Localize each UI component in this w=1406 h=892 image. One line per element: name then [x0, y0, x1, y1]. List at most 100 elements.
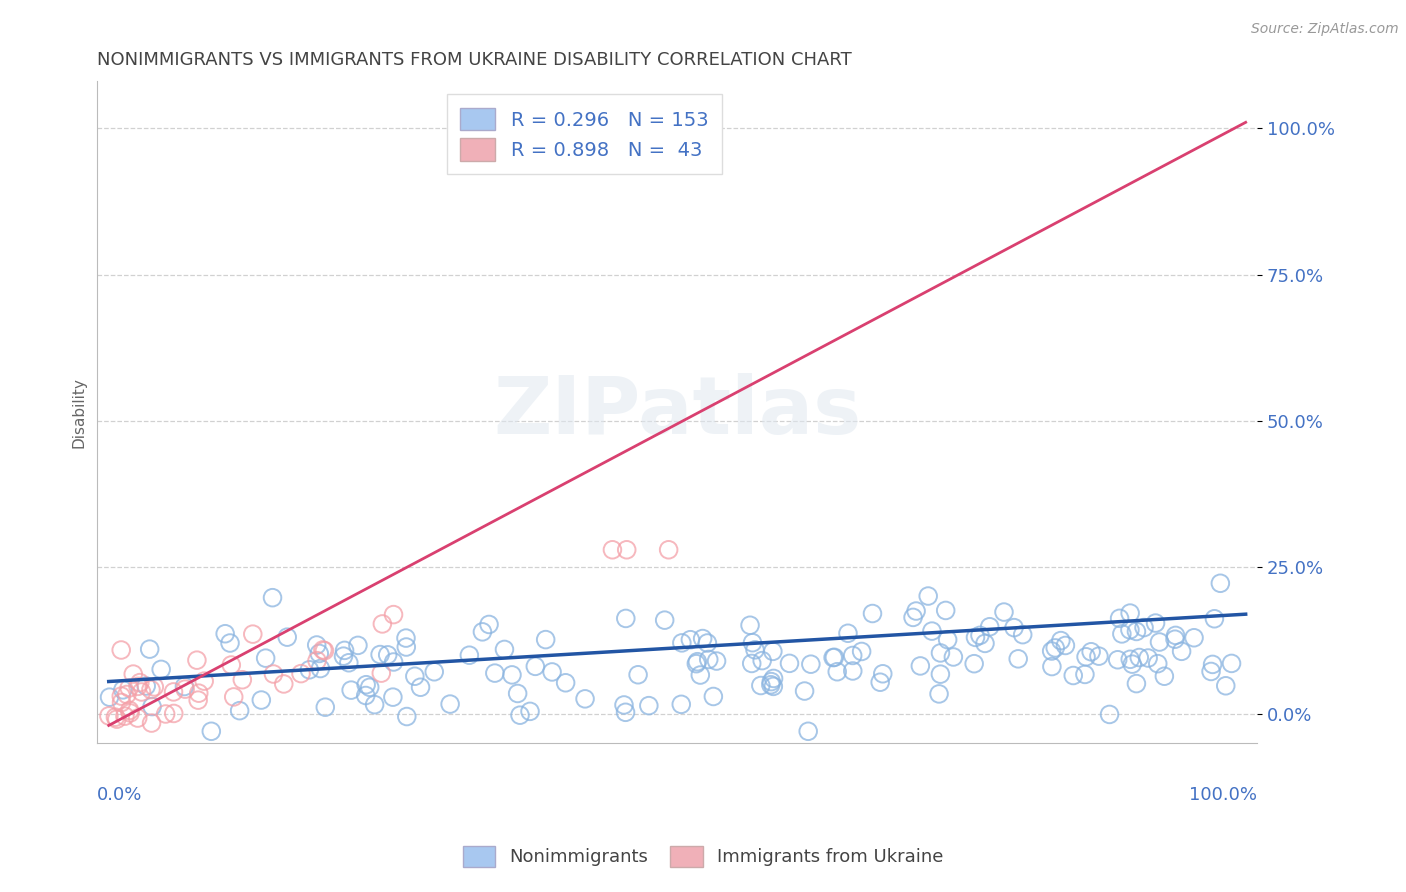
Point — [1107, 653, 1129, 667]
Point — [138, 642, 160, 657]
Point — [1007, 652, 1029, 666]
Point — [1088, 649, 1111, 664]
Point — [929, 646, 952, 660]
Text: NONIMMIGRANTS VS IMMIGRANTS FROM UKRAINE DISABILITY CORRELATION CHART: NONIMMIGRANTS VS IMMIGRANTS FROM UKRAINE… — [97, 51, 852, 69]
Point — [929, 667, 952, 681]
Point — [105, 712, 128, 726]
Point — [122, 667, 145, 681]
Point — [965, 631, 987, 645]
Text: 0.0%: 0.0% — [97, 786, 143, 804]
Point — [974, 636, 997, 650]
Point — [155, 706, 177, 721]
Point — [793, 684, 815, 698]
Point — [370, 666, 392, 681]
Point — [141, 699, 163, 714]
Point — [354, 689, 377, 703]
Point — [143, 680, 166, 694]
Point — [823, 650, 845, 665]
Point — [131, 685, 153, 699]
Point — [689, 668, 711, 682]
Point — [741, 636, 763, 650]
Point — [872, 666, 894, 681]
Point — [1133, 621, 1156, 635]
Legend: Nonimmigrants, Immigrants from Ukraine: Nonimmigrants, Immigrants from Ukraine — [454, 837, 952, 876]
Point — [395, 631, 418, 645]
Point — [744, 643, 766, 657]
Point — [501, 668, 523, 682]
Point — [309, 661, 332, 675]
Point — [613, 698, 636, 712]
Point — [347, 639, 370, 653]
Point — [1215, 679, 1237, 693]
Point — [163, 706, 186, 721]
Point — [1204, 612, 1226, 626]
Point — [979, 620, 1001, 634]
Point — [534, 632, 557, 647]
Point — [1098, 707, 1121, 722]
Point — [174, 682, 197, 697]
Point — [1182, 631, 1205, 645]
Point — [574, 691, 596, 706]
Point — [1074, 667, 1097, 681]
Point — [1050, 633, 1073, 648]
Point — [616, 542, 638, 557]
Point — [115, 688, 138, 702]
Point — [614, 611, 637, 625]
Point — [524, 659, 547, 673]
Point — [706, 654, 728, 668]
Point — [97, 709, 120, 723]
Point — [114, 709, 136, 723]
Point — [901, 610, 924, 624]
Point — [762, 679, 785, 693]
Point — [298, 663, 321, 677]
Point — [478, 617, 501, 632]
Point — [842, 664, 865, 678]
Point — [637, 698, 659, 713]
Point — [150, 662, 173, 676]
Point — [458, 648, 481, 663]
Point — [221, 658, 243, 673]
Point — [214, 626, 236, 640]
Point — [1125, 676, 1147, 690]
Point — [851, 644, 873, 658]
Point — [110, 643, 132, 657]
Point — [305, 654, 328, 668]
Point — [1209, 576, 1232, 591]
Point — [928, 687, 950, 701]
Point — [921, 624, 943, 639]
Point — [1199, 665, 1222, 679]
Point — [936, 632, 959, 647]
Point — [314, 700, 336, 714]
Point — [1002, 621, 1025, 635]
Point — [305, 638, 328, 652]
Point — [404, 669, 426, 683]
Point — [308, 647, 330, 661]
Point — [110, 689, 132, 703]
Point — [363, 698, 385, 712]
Point — [627, 667, 650, 681]
Point — [1137, 651, 1160, 665]
Point — [917, 589, 939, 603]
Point — [969, 628, 991, 642]
Point — [869, 675, 891, 690]
Point — [250, 693, 273, 707]
Point — [519, 705, 541, 719]
Point — [228, 704, 250, 718]
Point — [759, 678, 782, 692]
Point — [128, 675, 150, 690]
Y-axis label: Disability: Disability — [72, 376, 86, 448]
Point — [942, 650, 965, 665]
Point — [1062, 668, 1084, 682]
Point — [231, 673, 253, 687]
Point — [186, 653, 208, 667]
Point — [762, 672, 785, 686]
Point — [242, 627, 264, 641]
Point — [509, 708, 531, 723]
Point — [162, 685, 184, 699]
Point — [1164, 628, 1187, 642]
Point — [219, 636, 242, 650]
Point — [135, 679, 157, 693]
Point — [1220, 657, 1243, 671]
Text: ZIPatlas: ZIPatlas — [494, 373, 862, 451]
Point — [1080, 645, 1102, 659]
